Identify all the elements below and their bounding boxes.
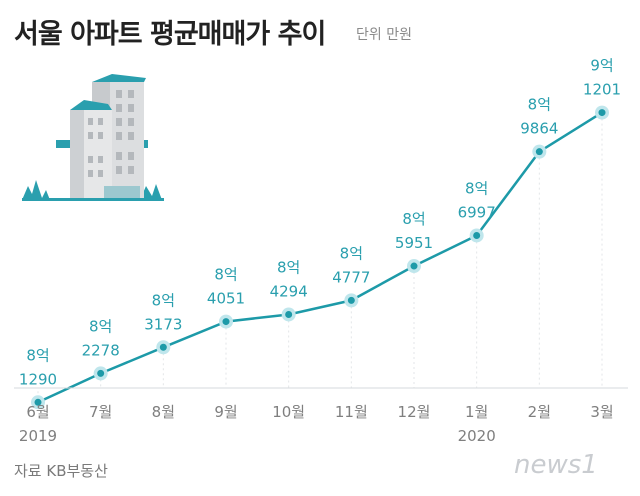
data-labels: 8억 1290 8억 2278 8억 3173 8억 4051 8억 4294 8억 4777 8억 59…: [19, 57, 621, 389]
chart-title: 서울 아파트 평균매매가 추이: [14, 19, 326, 50]
data-label-eok: 8억: [214, 266, 237, 284]
x-tick-label: 6월: [26, 403, 49, 421]
data-label-value: 2278: [82, 341, 120, 359]
data-label-eok: 8억: [340, 244, 363, 262]
data-point: [34, 398, 42, 406]
data-label-eok: 8억: [26, 346, 49, 364]
data-points: [31, 105, 609, 410]
data-point: [159, 343, 167, 351]
data-point: [410, 262, 418, 270]
data-label-eok: 8억: [89, 317, 112, 335]
data-label-eok: 8억: [152, 291, 175, 309]
data-label-value: 3173: [144, 315, 182, 333]
data-label-value: 5951: [395, 234, 433, 252]
data-point: [97, 369, 105, 377]
data-point: [347, 296, 355, 304]
x-tick-label: 9월: [214, 403, 237, 421]
series-line: [37, 111, 603, 404]
brand-logo: news1: [514, 450, 598, 480]
data-point: [285, 310, 293, 318]
data-point: [598, 109, 606, 117]
data-label-value: 9864: [520, 120, 558, 138]
unit-label: 단위 만원: [356, 27, 412, 43]
data-label-eok: 8억: [465, 179, 488, 197]
data-label-eok: 8억: [528, 96, 551, 114]
data-label-value: 4777: [332, 268, 370, 286]
x-year-label: 2019: [19, 427, 57, 445]
data-label-value: 4051: [207, 290, 245, 308]
x-tick-label: 10월: [272, 403, 305, 421]
data-point: [222, 318, 230, 326]
x-tick-label: 11월: [335, 403, 368, 421]
data-label-value: 1290: [19, 370, 57, 388]
source-note: 자료 KB부동산: [14, 462, 108, 480]
x-axis: 6월 7월 8월 9월 10월 11월 12월 1월 2월 3월 2019 2020: [14, 387, 628, 445]
data-point: [473, 231, 481, 239]
data-label-value: 6997: [458, 203, 496, 221]
x-tick-label: 7월: [89, 403, 112, 421]
data-label-eok: 8억: [277, 258, 300, 276]
data-point: [535, 148, 543, 156]
x-tick-label: 12월: [398, 403, 431, 421]
data-label-eok: 9억: [590, 57, 613, 75]
apartment-building-icon: [22, 74, 164, 201]
x-tick-label: 3월: [590, 403, 613, 421]
x-year-label: 2020: [458, 427, 496, 445]
data-label-eok: 8억: [402, 210, 425, 228]
data-label-value: 1201: [583, 81, 621, 99]
x-tick-label: 1월: [465, 403, 488, 421]
data-label-value: 4294: [270, 282, 308, 300]
x-tick-label: 2월: [528, 403, 551, 421]
x-tick-label: 8월: [152, 403, 175, 421]
